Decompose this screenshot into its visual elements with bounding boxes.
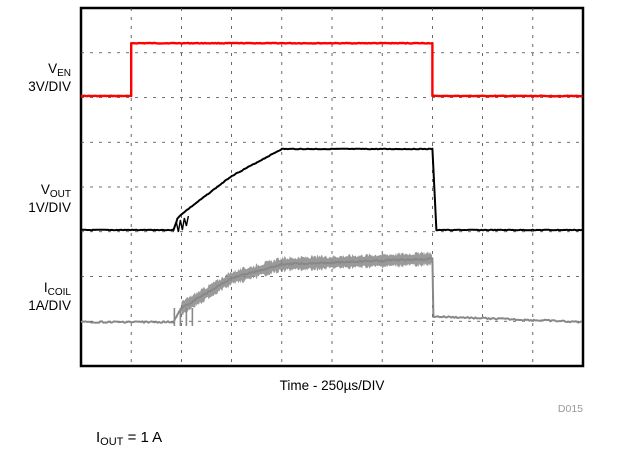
icoil-ripple-band: [181, 251, 432, 315]
ven-label: VEN: [48, 61, 71, 79]
trace-v-out: [80, 147, 583, 232]
vout-startup-ripple: [172, 215, 190, 233]
x-axis-label: Time - 250µs/DIV: [280, 378, 385, 393]
vout-label: VOUT: [41, 182, 71, 200]
trace-v-en: [80, 41, 583, 98]
traces: [80, 41, 583, 326]
vout-scale: 1V/DIV: [28, 200, 71, 215]
icoil-label: ICOIL: [44, 280, 72, 298]
figure-tag: D015: [558, 403, 583, 415]
icoil-scale: 1A/DIV: [28, 298, 71, 313]
ven-scale: 3V/DIV: [28, 79, 71, 94]
plot-frame: [79, 6, 585, 368]
condition-note: IOUT = 1 A: [96, 429, 162, 448]
